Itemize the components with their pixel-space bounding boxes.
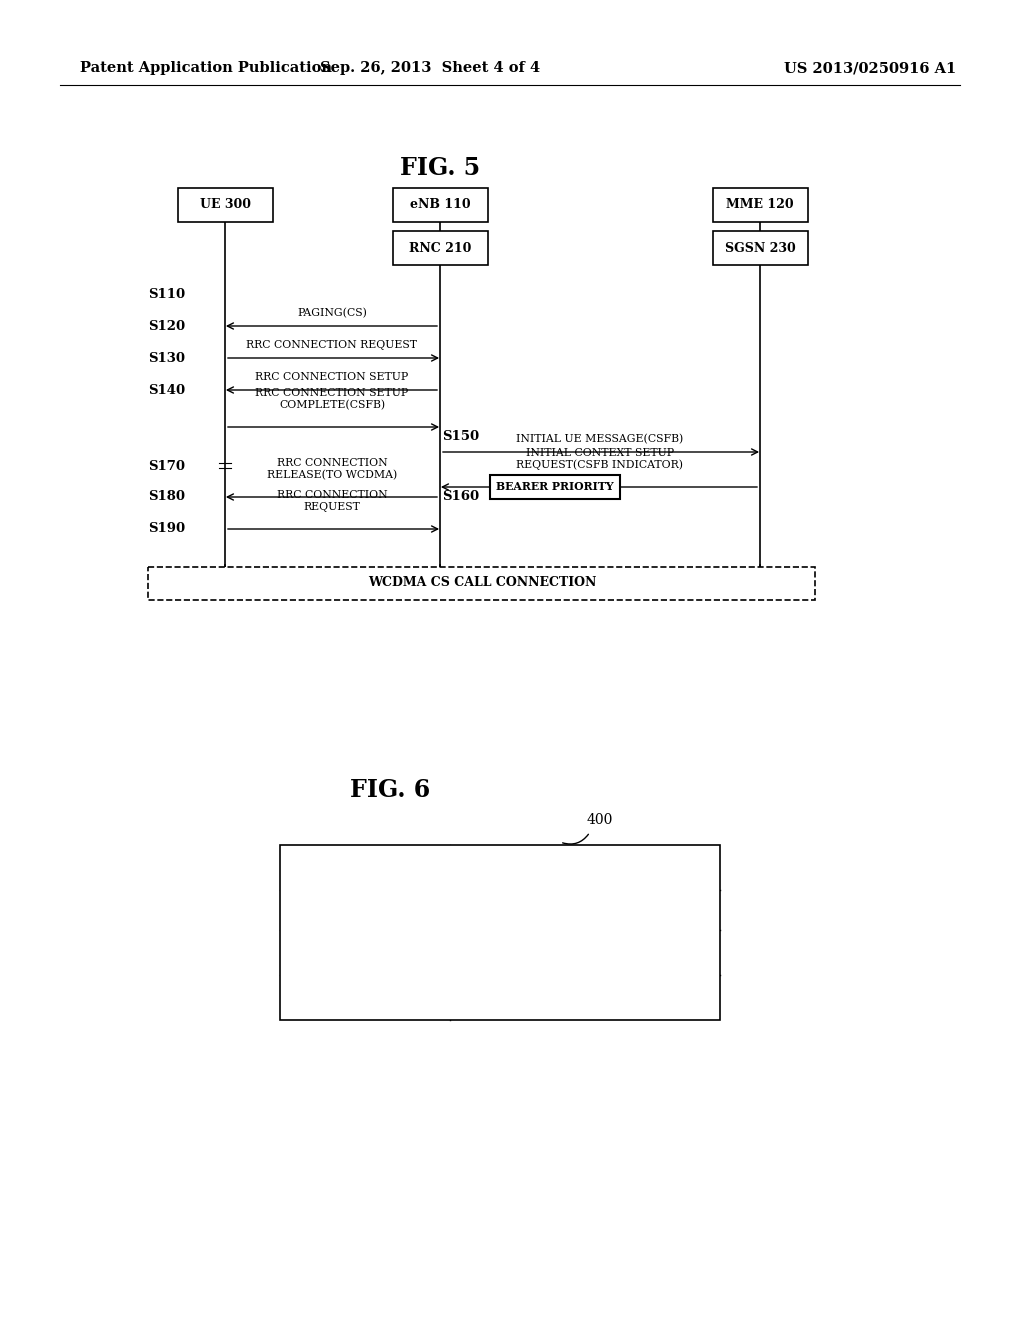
Text: 2: 2 [361,946,369,960]
Text: S120: S120 [148,319,185,333]
Bar [713,187,808,222]
Text: RRC CONNECTION SETUP
COMPLETE(CSFB): RRC CONNECTION SETUP COMPLETE(CSFB) [255,388,409,411]
Text: RRC CONNECTION
REQUEST: RRC CONNECTION REQUEST [276,491,387,512]
Text: ⋮: ⋮ [361,991,369,1005]
Text: BEARER PRIORITY: BEARER PRIORITY [497,482,613,492]
Bar [392,231,487,265]
Text: INITIAL CONTEXT SETUP
REQUEST(CSFB INDICATOR): INITIAL CONTEXT SETUP REQUEST(CSFB INDIC… [516,447,683,470]
Text: US 2013/0250916 A1: US 2013/0250916 A1 [784,61,956,75]
Bar [177,187,272,222]
Bar [713,231,808,265]
Bar [490,475,620,499]
Text: S130: S130 [148,351,185,364]
Text: Sep. 26, 2013  Sheet 4 of 4: Sep. 26, 2013 Sheet 4 of 4 [319,61,540,75]
Text: PAGING(CS): PAGING(CS) [297,308,367,318]
Text: MME 120: MME 120 [726,198,794,211]
Text: FIG. 6: FIG. 6 [350,777,430,803]
Text: PS BEARER: PS BEARER [547,946,624,960]
Text: CS BEARER: CS BEARER [546,903,624,916]
Text: RRC CONNECTION
RELEASE(TO WCDMA): RRC CONNECTION RELEASE(TO WCDMA) [267,458,397,480]
Text: Patent Application Publication: Patent Application Publication [80,61,332,75]
Text: 400: 400 [587,813,613,828]
Text: S170: S170 [148,459,185,473]
Text: SGSN 230: SGSN 230 [725,242,796,255]
Text: RNC 210: RNC 210 [409,242,471,255]
Text: UE 300: UE 300 [200,198,251,211]
Text: eNB 110: eNB 110 [410,198,470,211]
Text: BEARER TYPE: BEARER TYPE [535,861,636,874]
Text: PRIORITY: PRIORITY [330,861,400,874]
Text: 1: 1 [361,903,369,916]
Text: RRC CONNECTION REQUEST: RRC CONNECTION REQUEST [247,341,418,350]
Bar [280,845,720,1020]
Text: ⋮: ⋮ [582,991,589,1005]
Text: S150: S150 [442,430,479,444]
Text: INITIAL UE MESSAGE(CSFB): INITIAL UE MESSAGE(CSFB) [516,434,684,444]
Text: RRC CONNECTION SETUP: RRC CONNECTION SETUP [255,372,409,381]
Bar [148,568,815,601]
Bar [392,187,487,222]
Text: WCDMA CS CALL CONNECTION: WCDMA CS CALL CONNECTION [368,577,596,590]
Text: S140: S140 [148,384,185,396]
Text: S110: S110 [148,289,185,301]
Text: FIG. 5: FIG. 5 [400,156,480,180]
Text: S180: S180 [148,491,185,503]
Text: S190: S190 [148,521,185,535]
Text: S160: S160 [442,491,479,503]
